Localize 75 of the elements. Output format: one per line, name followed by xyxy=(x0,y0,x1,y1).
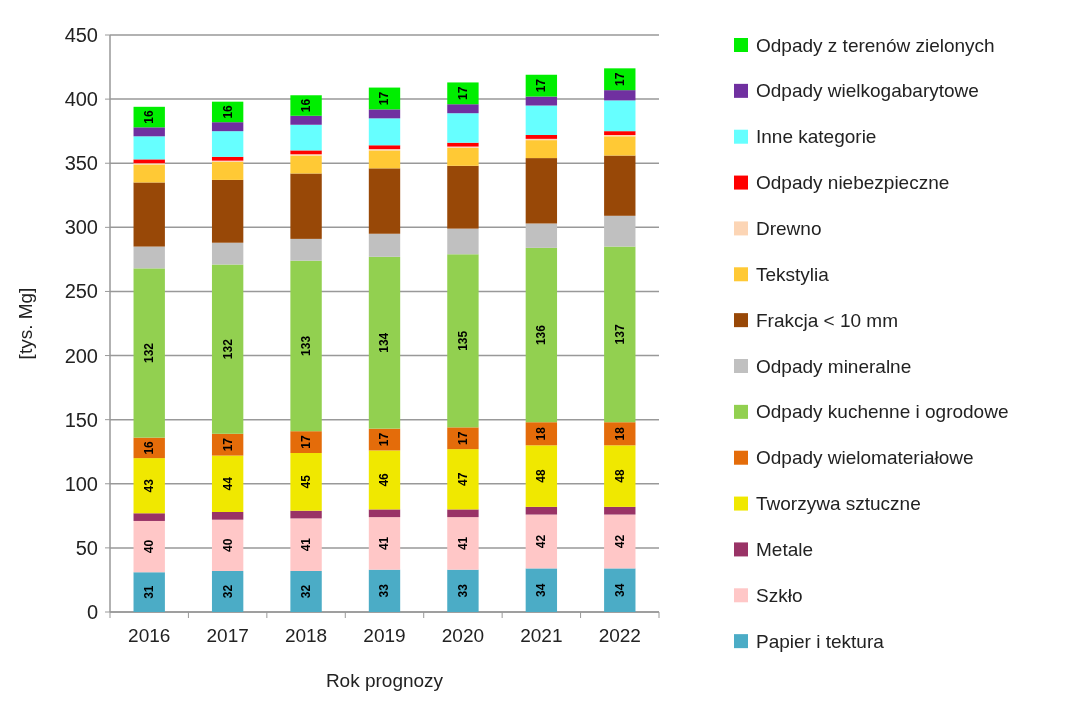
data-label: 133 xyxy=(299,335,314,356)
data-label: 17 xyxy=(455,431,470,445)
data-label: 40 xyxy=(220,538,235,552)
data-label: 47 xyxy=(455,472,470,486)
y-tick-label: 250 xyxy=(64,280,98,303)
data-label: 132 xyxy=(220,338,235,360)
y-tick-label: 50 xyxy=(75,536,98,559)
data-label: 33 xyxy=(377,583,392,598)
data-label: 17 xyxy=(377,432,392,447)
data-label: 16 xyxy=(299,98,314,113)
data-label: 34 xyxy=(612,583,627,597)
legend-label: Drewno xyxy=(756,217,822,239)
data-label: 40 xyxy=(142,539,157,554)
data-label: 45 xyxy=(299,474,314,489)
data-label: 32 xyxy=(220,584,235,599)
data-label: 132 xyxy=(142,342,157,364)
legend-label: Odpady niebezpieczne xyxy=(756,172,950,194)
legend-label: Szkło xyxy=(756,584,803,606)
legend-label: Tworzywa sztuczne xyxy=(756,493,921,515)
data-label: 16 xyxy=(142,110,157,124)
legend-label: Odpady wielomateriałowe xyxy=(756,447,974,469)
legend-label: Odpady mineralne xyxy=(756,355,912,377)
data-label: 41 xyxy=(377,536,392,551)
data-label: 43 xyxy=(142,478,157,493)
y-tick-label: 100 xyxy=(64,472,98,495)
legend-label: Odpady z terenów zielonych xyxy=(756,34,995,56)
x-tick-label: 2019 xyxy=(363,625,406,646)
legend-label: Metale xyxy=(756,538,814,560)
legend-label: Frakcja < 10 mm xyxy=(756,309,899,331)
data-label: 17 xyxy=(377,91,392,106)
x-axis-title: Rok prognozy xyxy=(325,670,444,691)
data-label: 34 xyxy=(534,583,549,597)
data-label: 46 xyxy=(377,472,392,487)
y-tick-label: 350 xyxy=(64,152,98,175)
y-axis-title: [tys. Mg] xyxy=(15,287,36,360)
data-label: 134 xyxy=(377,332,392,353)
y-tick-label: 300 xyxy=(64,216,98,239)
data-label: 16 xyxy=(142,440,157,455)
data-label: 44 xyxy=(220,476,235,491)
data-label: 31 xyxy=(142,585,157,599)
data-label: 42 xyxy=(534,534,549,549)
data-label: 18 xyxy=(612,426,627,441)
x-tick-label: 2020 xyxy=(441,625,485,646)
y-tick-label: 450 xyxy=(64,24,98,46)
legend-label: Tekstylia xyxy=(756,263,830,285)
data-label: 42 xyxy=(612,534,627,549)
data-label: 32 xyxy=(299,584,314,599)
y-tick-label: 400 xyxy=(64,88,98,111)
x-tick-label: 2017 xyxy=(206,625,249,646)
x-tick-label: 2018 xyxy=(284,625,328,646)
data-label: 17 xyxy=(455,86,470,101)
data-label: 18 xyxy=(534,426,549,441)
legend-label: Odpady wielkogabarytowe xyxy=(756,80,979,102)
data-label: 137 xyxy=(612,324,627,345)
data-label: 48 xyxy=(612,469,627,483)
data-label: 48 xyxy=(534,469,549,483)
data-label: 41 xyxy=(299,537,314,552)
x-tick-label: 2022 xyxy=(598,625,641,646)
data-label: 16 xyxy=(220,104,235,119)
y-tick-label: 200 xyxy=(64,344,98,367)
data-label: 136 xyxy=(534,324,549,346)
y-tick-label: 0 xyxy=(86,601,98,623)
legend-label: Odpady kuchenne i ogrodowe xyxy=(756,401,1009,423)
x-tick-label: 2016 xyxy=(128,625,171,646)
data-label: 33 xyxy=(455,583,470,598)
y-tick-label: 150 xyxy=(64,408,98,431)
data-label: 17 xyxy=(220,437,235,452)
data-label: 17 xyxy=(299,435,314,449)
data-label: 41 xyxy=(455,536,470,551)
legend-label: Inne kategorie xyxy=(756,126,877,148)
data-label: 17 xyxy=(534,78,549,93)
legend-label: Papier i tektura xyxy=(756,630,885,652)
data-label: 135 xyxy=(455,330,470,351)
data-label: 17 xyxy=(612,72,627,86)
x-tick-label: 2021 xyxy=(520,625,563,646)
